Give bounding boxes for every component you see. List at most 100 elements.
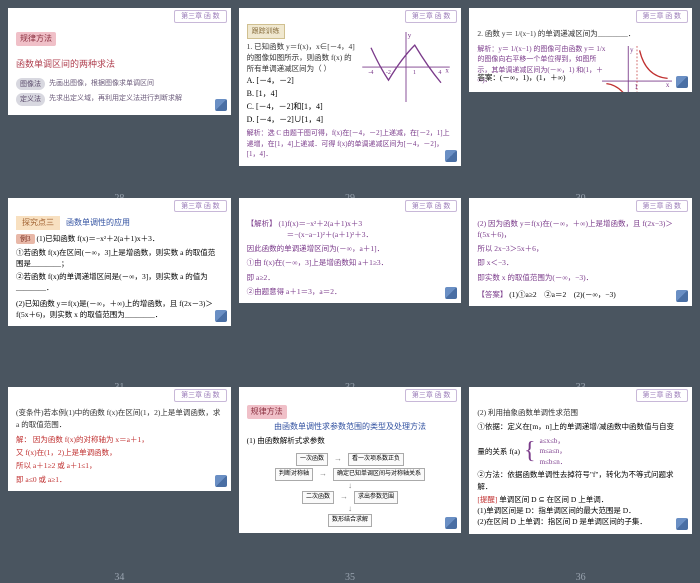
- variant-text: (变条件)若本例(1)中的函数 f(x)在区间(1，2)上是单调函数，求 a 的…: [16, 407, 223, 430]
- fraction: 1/(x−1): [511, 45, 532, 53]
- sub-title: (1) 由函数解析式求参数: [247, 435, 454, 446]
- chapter-header: 第三章 函 数: [174, 200, 227, 213]
- slide-36: 第三章 函 数 (2) 利用抽象函数单调性求范围 ①依据：定义在[m，n]上的单…: [469, 387, 692, 533]
- arrow-down-icon: ↓: [348, 483, 352, 489]
- q1-text: (1)已知函数 f(x)＝−x²＋2(a＋1)x＋3．: [37, 234, 160, 243]
- sol-label: 解：: [16, 435, 31, 444]
- q2-text: (2)已知函数 y＝f(x)是(－∞，＋∞)上的增函数，且 f(2x－3)＞f(…: [16, 298, 223, 321]
- q-text: 的单调递减区间为________．: [538, 29, 636, 38]
- chapter-header: 第三章 函 数: [405, 389, 458, 402]
- flow-node: 一次函数: [296, 453, 328, 466]
- function-graph: x y -4 -2 1 4: [361, 32, 451, 102]
- corner-icon: [676, 76, 688, 88]
- sol-line: ①由 f(x)在(－∞，3]上是增函数知 a＋1≥3．: [247, 257, 454, 268]
- arrow-right-icon: →: [319, 468, 327, 480]
- svg-text:y: y: [408, 32, 412, 39]
- solution-text: 解析：选 C 由题干图可得，f(x)在[－4，－2]上递减，在[－2，1]上递增…: [247, 128, 454, 160]
- slide-28: 第三章 函 数 规律方法 函数单调区间的两种求法 图像法 先画出图像，根据图像求…: [8, 8, 231, 115]
- explore-badge: 探究点三: [16, 216, 60, 230]
- flow-node: 确定已知单调区间与对称轴关系: [333, 468, 425, 481]
- corner-icon: [215, 310, 227, 322]
- chapter-header: 第三章 函 数: [174, 10, 227, 23]
- sol-line: 即 a≤0 或 a≥1．: [16, 474, 223, 485]
- flow-node: 判断对称轴: [275, 468, 313, 481]
- text-line: (2) 利用抽象函数单调性求范围: [477, 407, 684, 418]
- flowchart: 一次函数 → 看一次项系数正负 判断对称轴 → 确定已知单调区间与对称轴关系 ↓…: [247, 453, 454, 528]
- svg-text:1: 1: [413, 70, 416, 76]
- method-item-desc: 先画出图像，根据图像求单调区间: [49, 78, 223, 89]
- brace-icon: {: [524, 442, 536, 461]
- chapter-header: 第三章 函 数: [636, 389, 689, 402]
- slide-title: 由函数单调性求参数范围的类型及处理方法: [247, 421, 454, 433]
- slide-33: 第三章 函 数 (2) 因为函数 y＝f(x)在(－∞，＋∞)上是增函数，且 f…: [469, 198, 692, 307]
- corner-icon: [215, 475, 227, 487]
- flow-node: 二次函数: [302, 491, 334, 504]
- method-badge: 规律方法: [247, 405, 287, 419]
- slide-29: 第三章 函 数 跟踪训练 1. 已知函数 y＝f(x)，x∈[－4，4] 的图像…: [239, 8, 462, 166]
- text-line: ①依据：定义在[m，n]上的单调递增/减函数中函数值与自变: [477, 421, 684, 432]
- arrow-right-icon: →: [334, 453, 342, 465]
- q1a-text: ①若函数 f(x)在区间(－∞，3]上是增函数，则实数 a 的取值范围是____…: [16, 247, 223, 270]
- q-text: 2. 函数 y＝: [477, 29, 513, 38]
- slide-30: 第三章 函 数 2. 函数 y＝ 1/(x−1) 的单调递减区间为_______…: [469, 8, 692, 92]
- explore-title: 函数单调性的应用: [66, 218, 130, 227]
- svg-text:1: 1: [634, 83, 638, 91]
- slide-34: 第三章 函 数 (变条件)若本例(1)中的函数 f(x)在区间(1，2)上是单调…: [8, 387, 231, 491]
- corner-icon: [445, 287, 457, 299]
- sol-line: ②由题意得 a＋1＝3，a＝2．: [247, 286, 454, 297]
- text-line: 量的关系 f(a): [477, 446, 520, 457]
- svg-text:y: y: [630, 46, 634, 54]
- sol-line: 即实数 x 的取值范围为(－∞，−3)．: [477, 272, 684, 283]
- option-d: D. [－4，－2]∪[1，4]: [247, 114, 454, 126]
- sol-line: 因为函数 f(x)的对称轴为 x＝a＋1，: [33, 435, 149, 444]
- sol-line: 即 x＜−3．: [477, 257, 684, 268]
- method-item-badge: 图像法: [16, 78, 45, 91]
- answer-label: 【答案】: [477, 290, 507, 299]
- corner-icon: [676, 290, 688, 302]
- brace-line: m≤a≤n，: [540, 446, 567, 457]
- q1b-text: ②若函数 f(x)的单调递增区间是(－∞，3]，则实数 a 的值为_______…: [16, 271, 223, 294]
- flow-node: 数形结合求解: [328, 514, 372, 527]
- slide-number: 35: [345, 572, 355, 583]
- method-badge: 规律方法: [16, 32, 56, 46]
- sol-line: 所以 2x−3＞5x＋6，: [477, 243, 684, 254]
- solution-label: 【解析】: [247, 219, 277, 228]
- brace-line: m≤b≤n．: [540, 457, 567, 468]
- sol-line: ＝−(x−a−1)²＋(a＋1)²＋3．: [287, 229, 454, 240]
- svg-text:-2: -2: [386, 70, 391, 76]
- practice-badge: 跟踪训练: [247, 24, 285, 39]
- chapter-header: 第三章 函 数: [405, 10, 458, 23]
- answer-text: 答案：(－∞，1)，(1，＋∞): [477, 72, 565, 83]
- option-c: C. [－4，－2]和[1，4]: [247, 101, 454, 113]
- flow-node: 求出参数范围: [354, 491, 398, 504]
- svg-text:4: 4: [439, 70, 442, 76]
- sol-line: 因此函数的单调递增区间为(－∞，a＋1]．: [247, 243, 454, 254]
- sol-line: (1)f(x)＝−x²＋2(a＋1)x＋3: [279, 219, 363, 228]
- sol-line: (2) 因为函数 y＝f(x)在(－∞，＋∞)上是增函数，且 f(2x−3)＞f…: [477, 218, 684, 241]
- arrow-down-icon: ↓: [348, 506, 352, 512]
- chapter-header: 第三章 函 数: [636, 200, 689, 213]
- answer-text: (1)①a≥2 ②a＝2 (2)(－∞，−3): [509, 290, 616, 299]
- method-item-desc: 先求出定义域，再利用定义法进行判断求解: [49, 93, 223, 104]
- slide-number: 34: [114, 572, 124, 583]
- chapter-header: 第三章 函 数: [174, 389, 227, 402]
- warn-line: (2)在区间 D 上单调：指区间 D 是单调区间的子集．: [477, 516, 684, 527]
- chapter-header: 第三章 函 数: [405, 200, 458, 213]
- sol-line: 所以 a＋1≥2 或 a＋1≤1，: [16, 460, 223, 471]
- sol-line: 即 a≥2．: [247, 272, 454, 283]
- slide-32: 第三章 函 数 【解析】 (1)f(x)＝−x²＋2(a＋1)x＋3 ＝−(x−…: [239, 198, 462, 304]
- svg-text:-4: -4: [369, 70, 374, 76]
- method-item-badge: 定义法: [16, 93, 45, 106]
- corner-icon: [445, 517, 457, 529]
- arrow-right-icon: →: [340, 491, 348, 503]
- chapter-header: 第三章 函 数: [636, 10, 689, 23]
- warn-line: (1)单调区间是 D：指单调区间的最大范围是 D．: [477, 505, 684, 516]
- fraction: 1/(x−1): [515, 30, 536, 38]
- warn-label: [提醒]: [477, 495, 497, 504]
- warn-line: 单调区间 D ⊆ 在区间 D 上单调．: [499, 495, 608, 504]
- hyperbola-graph: 1 x y: [602, 46, 672, 92]
- sol-text: 解析：y＝: [477, 45, 509, 53]
- slide-number: 36: [576, 572, 586, 583]
- corner-icon: [676, 518, 688, 530]
- corner-icon: [445, 150, 457, 162]
